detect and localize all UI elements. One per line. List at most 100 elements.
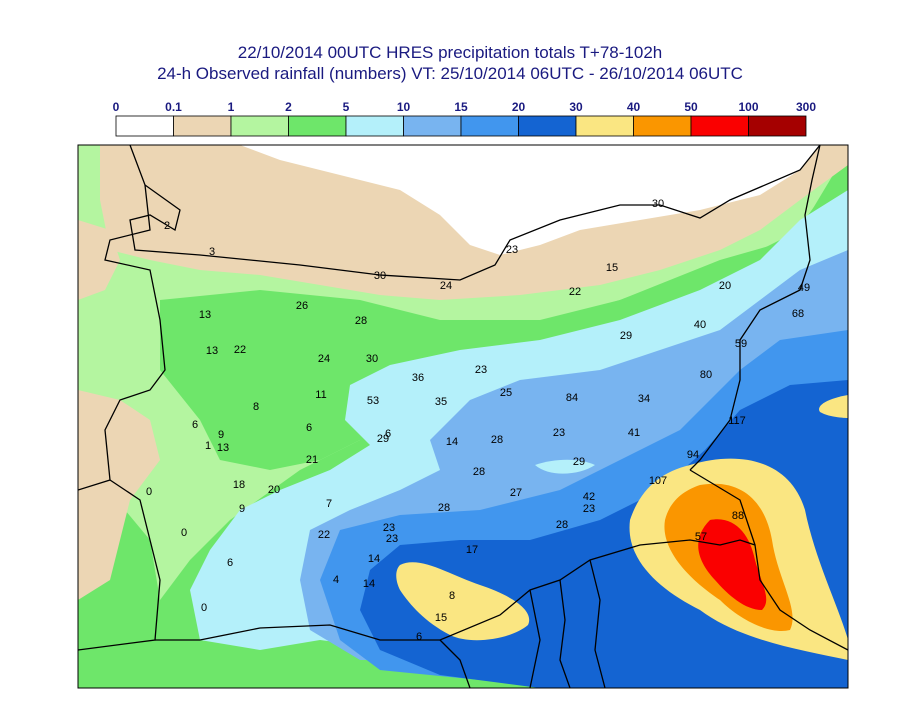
- observation-value: 23: [475, 364, 487, 376]
- observation-value: 17: [466, 544, 478, 556]
- observation-value: 53: [367, 395, 379, 407]
- observation-value: 30: [366, 353, 378, 365]
- observation-value: 4: [333, 574, 339, 586]
- legend-swatch: [748, 115, 807, 137]
- observation-value: 107: [649, 475, 667, 487]
- legend-threshold-label: 40: [627, 100, 641, 114]
- band-30-40-south: [396, 562, 530, 641]
- observation-value: 6: [416, 631, 422, 643]
- observation-value: 24: [318, 353, 330, 365]
- observation-value: 6: [227, 557, 233, 569]
- color-legend: 0 0.1 1 2 5 10 15 20 30 40 50 100 300: [113, 100, 816, 137]
- legend-threshold-label: 300: [796, 100, 816, 114]
- observation-value: 2: [164, 220, 170, 232]
- observation-value: 18: [233, 479, 245, 491]
- observation-value: 34: [638, 393, 650, 405]
- observation-value: 30: [652, 198, 664, 210]
- legend-threshold-label: 100: [738, 100, 758, 114]
- observation-value: 28: [556, 519, 568, 531]
- observation-value: 84: [566, 392, 578, 404]
- legend-threshold-label: 10: [397, 100, 411, 114]
- observation-value: 1: [205, 440, 211, 452]
- observation-value: 7: [326, 498, 332, 510]
- observation-value: 23: [583, 503, 595, 515]
- observation-value: 8: [253, 401, 259, 413]
- observation-value: 40: [694, 319, 706, 331]
- legend-threshold-label: 1: [228, 100, 235, 114]
- observation-value: 29: [573, 456, 585, 468]
- band-30-40-east-edge: [819, 395, 848, 418]
- observation-value: 22: [234, 344, 246, 356]
- legend-threshold-label: 30: [569, 100, 583, 114]
- observation-value: 9: [239, 503, 245, 515]
- observation-value: 9: [218, 429, 224, 441]
- observation-value: 29: [620, 330, 632, 342]
- observation-value: 13: [199, 309, 211, 321]
- legend-threshold-label: 2: [285, 100, 292, 114]
- observation-value: 27: [510, 487, 522, 499]
- map-frame: [77, 144, 849, 689]
- band-50-100: [698, 519, 767, 610]
- observation-value: 23: [506, 244, 518, 256]
- legend-threshold-label: 0: [113, 100, 120, 114]
- observation-value: 94: [687, 449, 699, 461]
- title-line-1: 22/10/2014 00UTC HRES precipitation tota…: [237, 43, 663, 62]
- observation-value: 28: [491, 434, 503, 446]
- country-borders: [78, 145, 848, 688]
- observation-value: 15: [606, 262, 618, 274]
- observation-value: 14: [363, 578, 375, 590]
- observation-value: 28: [473, 466, 485, 478]
- observation-value: 6: [306, 422, 312, 434]
- band-0p1-1-west-2: [78, 390, 160, 600]
- observation-value: 6: [385, 428, 391, 440]
- observation-value: 24: [440, 280, 452, 292]
- legend-threshold-label: 15: [454, 100, 468, 114]
- legend-threshold-label: 20: [512, 100, 526, 114]
- observation-value: 57: [695, 531, 707, 543]
- observation-value: 22: [569, 286, 581, 298]
- observation-value: 14: [368, 553, 380, 565]
- observation-value: 35: [435, 396, 447, 408]
- observation-value: 22: [318, 529, 330, 541]
- observation-value: 6: [192, 419, 198, 431]
- observation-value: 68: [792, 308, 804, 320]
- observation-value: 13: [206, 345, 218, 357]
- band-0-0p1: [240, 145, 820, 255]
- observation-value: 20: [719, 280, 731, 292]
- observation-value: 8: [449, 590, 455, 602]
- observation-value: 3: [209, 246, 215, 258]
- band-2-5-north: [160, 160, 848, 470]
- observation-value: 23: [553, 427, 565, 439]
- observation-value: 11: [315, 389, 326, 401]
- observation-value: 36: [412, 372, 424, 384]
- observation-value: 59: [735, 338, 747, 350]
- observation-value: 23: [383, 522, 395, 534]
- observation-value: 28: [438, 502, 450, 514]
- observation-value: 0: [146, 486, 152, 498]
- legend-threshold-label: 50: [684, 100, 698, 114]
- observation-value: 88: [732, 510, 744, 522]
- observation-value: 30: [374, 270, 386, 282]
- observation-value: 42: [583, 491, 595, 503]
- observation-value: 14: [446, 436, 458, 448]
- observation-value: 80: [700, 369, 712, 381]
- observation-value: 15: [435, 612, 447, 624]
- title-line-2: 24-h Observed rainfall (numbers) VT: 25/…: [157, 64, 743, 83]
- legend-threshold-label: 5: [343, 100, 350, 114]
- observation-value: 20: [268, 484, 280, 496]
- observation-value: 0: [201, 602, 207, 614]
- observation-value: 21: [306, 454, 318, 466]
- band-10-15-pocket: [535, 459, 595, 474]
- observation-value: 28: [355, 315, 367, 327]
- legend-threshold-label: 0.1: [165, 100, 182, 114]
- observation-value: 0: [181, 527, 187, 539]
- observation-value: 25: [500, 387, 512, 399]
- observation-value: 23: [386, 533, 398, 545]
- observation-value: 41: [628, 427, 640, 439]
- observation-value: 117: [728, 415, 746, 427]
- observation-value: 29: [377, 433, 389, 445]
- observation-value: 26: [296, 300, 308, 312]
- observation-value: 13: [217, 442, 229, 454]
